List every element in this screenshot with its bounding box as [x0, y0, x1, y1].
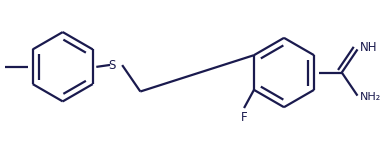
Text: NH₂: NH₂: [360, 92, 381, 102]
Text: S: S: [109, 59, 116, 72]
Text: F: F: [241, 111, 248, 124]
Text: NH: NH: [360, 41, 377, 54]
